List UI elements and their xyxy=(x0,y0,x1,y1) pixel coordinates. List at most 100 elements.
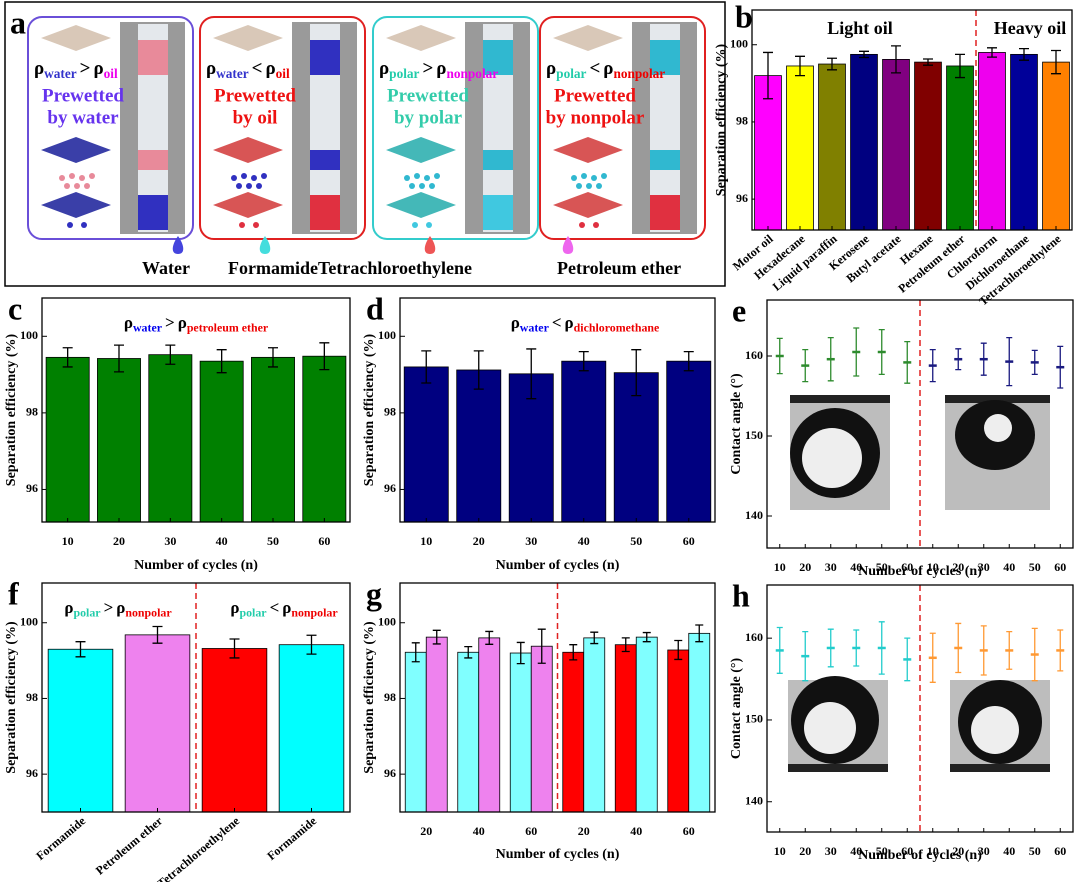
error-bar xyxy=(473,350,484,390)
error-bar xyxy=(114,344,124,373)
bar xyxy=(1010,53,1038,231)
drop xyxy=(253,222,259,228)
x-tick-label: 20 xyxy=(799,560,811,574)
x-axis-label: Number of cycles (n) xyxy=(496,558,620,573)
error-bar xyxy=(795,55,805,77)
y-tick-label: 160 xyxy=(745,630,763,644)
relation: ρpolar < ρnonpolar xyxy=(230,598,338,619)
x-tick-label: 50 xyxy=(876,560,888,574)
error-bar xyxy=(980,625,987,676)
x-tick-label: 40 xyxy=(1003,844,1015,858)
scheme-text: by nonpolar xyxy=(546,107,645,128)
panel-label: d xyxy=(366,290,384,326)
drop xyxy=(412,222,418,228)
bar xyxy=(278,644,345,813)
error-bar xyxy=(165,344,176,365)
operator: < xyxy=(552,313,562,332)
drop xyxy=(236,183,242,189)
bar xyxy=(45,356,90,523)
drop xyxy=(246,183,252,189)
panel-label: g xyxy=(366,575,382,611)
y-tick-label: 100 xyxy=(20,328,38,342)
relation: ρwater > ρoil xyxy=(34,58,118,80)
error-bar xyxy=(695,624,704,643)
x-tick-label: 20 xyxy=(952,560,964,574)
drop xyxy=(596,183,602,189)
bar xyxy=(946,65,974,231)
bar xyxy=(478,637,501,813)
error-bar xyxy=(306,634,317,655)
error-bar xyxy=(904,637,911,682)
subscript: polar xyxy=(556,66,586,81)
operator: > xyxy=(104,598,114,617)
y-tick-label: 150 xyxy=(745,712,763,726)
x-tick-label: Tetrachloroethylene xyxy=(155,813,243,882)
error-bar xyxy=(955,348,962,371)
drop xyxy=(586,183,592,189)
bar xyxy=(1042,61,1070,231)
error-bar xyxy=(1019,47,1029,61)
liquid xyxy=(138,40,168,75)
panel-label: a xyxy=(10,4,26,40)
error-bar xyxy=(802,630,809,682)
relation: ρwater < ρoil xyxy=(206,58,290,80)
membrane xyxy=(553,137,623,163)
bar xyxy=(882,59,910,231)
error-bar xyxy=(853,629,860,667)
bar xyxy=(561,360,607,523)
membrane xyxy=(386,192,456,218)
legend-drop xyxy=(424,236,436,254)
error-bar xyxy=(859,50,869,59)
x-tick-label: 20 xyxy=(420,824,432,838)
error-bar xyxy=(987,47,997,58)
x-axis-label: Number of cycles (n) xyxy=(858,564,982,579)
drop xyxy=(419,183,425,189)
liquid xyxy=(138,150,168,170)
drop xyxy=(576,183,582,189)
x-tick-label: 60 xyxy=(901,560,913,574)
membrane xyxy=(386,25,456,51)
liquid xyxy=(483,40,513,75)
x-tick-label: 30 xyxy=(164,534,176,548)
x-tick-label: 30 xyxy=(978,844,990,858)
plot-frame xyxy=(399,582,716,813)
rho: ρ xyxy=(282,598,291,617)
drop xyxy=(64,183,70,189)
error-bar xyxy=(411,642,420,663)
bar xyxy=(562,651,585,813)
droplet-image xyxy=(788,395,1050,772)
drop xyxy=(409,183,415,189)
bar xyxy=(914,61,942,231)
x-tick-label: 20 xyxy=(473,534,485,548)
plot-frame xyxy=(751,9,1073,231)
annotation: Heavy oil xyxy=(994,18,1067,38)
bar xyxy=(688,632,711,813)
drop xyxy=(74,183,80,189)
x-axis-label: Number of cycles (n) xyxy=(496,847,620,862)
error-bar xyxy=(216,349,227,374)
x-tick-label: 10 xyxy=(62,534,74,548)
x-tick-label: 30 xyxy=(825,844,837,858)
rho: ρ xyxy=(93,58,103,79)
rho: ρ xyxy=(178,313,187,332)
legend-text: Tetrachloroethylene xyxy=(318,258,472,278)
rho: ρ xyxy=(565,313,574,332)
error-bar xyxy=(1031,349,1038,376)
legend-text: Petroleum ether xyxy=(557,258,681,278)
drop xyxy=(81,222,87,228)
bar xyxy=(403,366,449,523)
error-bar xyxy=(1057,629,1064,672)
membrane xyxy=(553,192,623,218)
error-bar xyxy=(802,348,809,383)
scheme-text: by water xyxy=(47,107,119,128)
y-tick-label: 98 xyxy=(736,114,748,128)
drop xyxy=(581,173,587,179)
bar xyxy=(201,648,268,813)
drop xyxy=(59,175,65,181)
error-bar xyxy=(229,638,240,659)
y-axis-label: Separation efficiency (%) xyxy=(714,43,729,196)
bar xyxy=(667,649,690,813)
x-tick-label: 10 xyxy=(774,844,786,858)
drop xyxy=(239,222,245,228)
y-tick-label: 100 xyxy=(20,614,38,628)
